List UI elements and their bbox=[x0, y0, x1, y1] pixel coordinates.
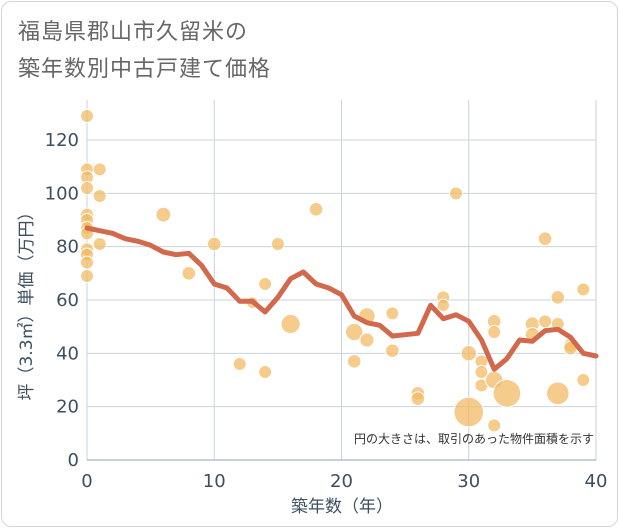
title-line-2: 築年数別中古戸建て価格 bbox=[18, 57, 272, 82]
data-bubble bbox=[92, 237, 107, 251]
data-bubble bbox=[258, 365, 273, 379]
data-bubble bbox=[345, 322, 364, 342]
data-bubble bbox=[436, 298, 450, 313]
y-tick-label: 120 bbox=[45, 130, 79, 151]
data-bubble bbox=[538, 314, 553, 329]
tick-labels: 0 10 20 30 40 0 20 40 60 80 100 120 bbox=[45, 130, 608, 492]
data-bubble bbox=[155, 206, 172, 223]
y-tick-label: 20 bbox=[56, 397, 79, 418]
data-bubble bbox=[206, 236, 222, 252]
data-bubble bbox=[410, 391, 426, 406]
grid-lines bbox=[86, 100, 597, 461]
data-bubble bbox=[280, 313, 301, 335]
data-bubble bbox=[460, 345, 477, 362]
y-tick-label: 0 bbox=[68, 450, 79, 471]
data-bubble bbox=[258, 277, 273, 291]
chart-title: 福島県郡山市久留米の 築年数別中古戸建て価格 bbox=[18, 14, 271, 88]
data-bubble bbox=[92, 162, 107, 177]
x-tick-label: 10 bbox=[203, 471, 226, 492]
data-bubble bbox=[308, 202, 324, 217]
x-tick-label: 30 bbox=[457, 471, 480, 492]
title-line-1: 福島県郡山市久留米の bbox=[18, 20, 249, 45]
data-bubble bbox=[487, 418, 502, 433]
data-bubble bbox=[537, 231, 553, 246]
data-bubble bbox=[576, 282, 591, 297]
data-bubble bbox=[80, 109, 94, 123]
x-tick-label: 20 bbox=[330, 471, 353, 492]
data-bubble bbox=[550, 290, 566, 305]
x-axis-title: 築年数（年） bbox=[291, 497, 393, 517]
size-note: 円の大きさは、取引のあった物件面積を示す bbox=[354, 431, 594, 446]
data-bubble bbox=[453, 396, 485, 428]
data-bubble bbox=[546, 381, 570, 406]
y-tick-label: 100 bbox=[45, 183, 79, 204]
data-bubble bbox=[80, 255, 94, 270]
x-tick-label: 0 bbox=[81, 471, 92, 492]
data-bubble bbox=[359, 332, 375, 348]
data-bubble bbox=[385, 306, 400, 321]
data-bubble bbox=[385, 343, 400, 358]
y-axis-title: 坪（3.3㎡）単価（万円） bbox=[17, 203, 37, 400]
bubble-series bbox=[80, 109, 591, 433]
y-tick-label: 80 bbox=[56, 237, 79, 258]
data-bubble bbox=[270, 237, 285, 251]
y-tick-label: 60 bbox=[56, 290, 79, 311]
data-bubble bbox=[576, 373, 591, 387]
y-tick-label: 40 bbox=[56, 343, 79, 364]
data-bubble bbox=[492, 379, 522, 408]
data-bubble bbox=[449, 186, 464, 201]
x-tick-label: 40 bbox=[585, 471, 608, 492]
data-bubble bbox=[487, 325, 502, 339]
data-bubble bbox=[232, 357, 247, 371]
data-bubble bbox=[80, 269, 94, 283]
trend-line bbox=[84, 225, 599, 372]
data-bubble bbox=[92, 189, 107, 203]
data-bubble bbox=[346, 354, 362, 369]
data-bubble bbox=[181, 266, 197, 281]
data-bubble bbox=[80, 181, 94, 195]
